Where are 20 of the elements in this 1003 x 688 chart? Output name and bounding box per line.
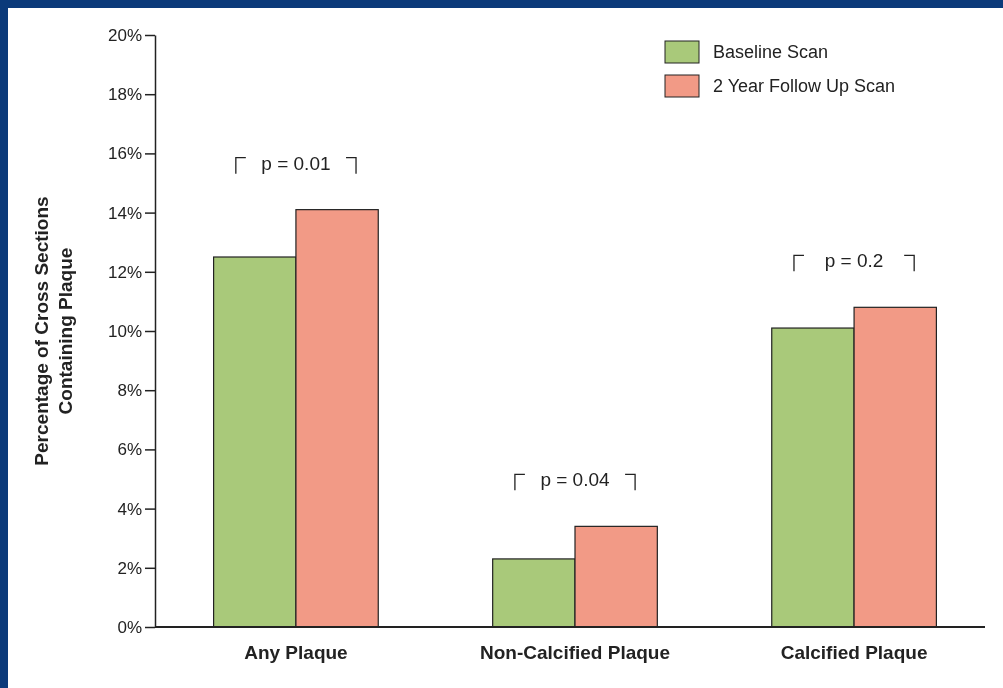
x-tick-label: Calcified Plaque (780, 641, 928, 663)
y-tick-label: 4% (117, 499, 142, 519)
legend-label: 2 Year Follow Up Scan (713, 76, 896, 96)
y-axis-title: Percentage of Cross Sections Containing Plaque (31, 196, 76, 466)
y-tick-label: 14% (107, 203, 142, 223)
y-tick-label: 2% (117, 558, 142, 578)
annotation: p = 0.01 (261, 152, 331, 174)
y-tick-label: 8% (117, 381, 142, 401)
y-tick-label: 20% (107, 25, 142, 45)
legend-label: Baseline Scan (713, 42, 829, 62)
x-tick-label: Any Plaque (244, 641, 348, 663)
annotation: p = 0.04 (540, 469, 611, 491)
y-tick-label: 18% (107, 85, 142, 105)
y-tick-label: 0% (117, 617, 142, 637)
y-tick-label: 12% (107, 262, 142, 282)
y-tick-label: 6% (117, 440, 142, 460)
y-tick-label: 16% (107, 144, 142, 164)
x-tick-label: Non-Calcified Plaque (479, 641, 671, 663)
y-tick-label: 10% (107, 321, 142, 341)
annotation: p = 0.2 (824, 250, 884, 272)
